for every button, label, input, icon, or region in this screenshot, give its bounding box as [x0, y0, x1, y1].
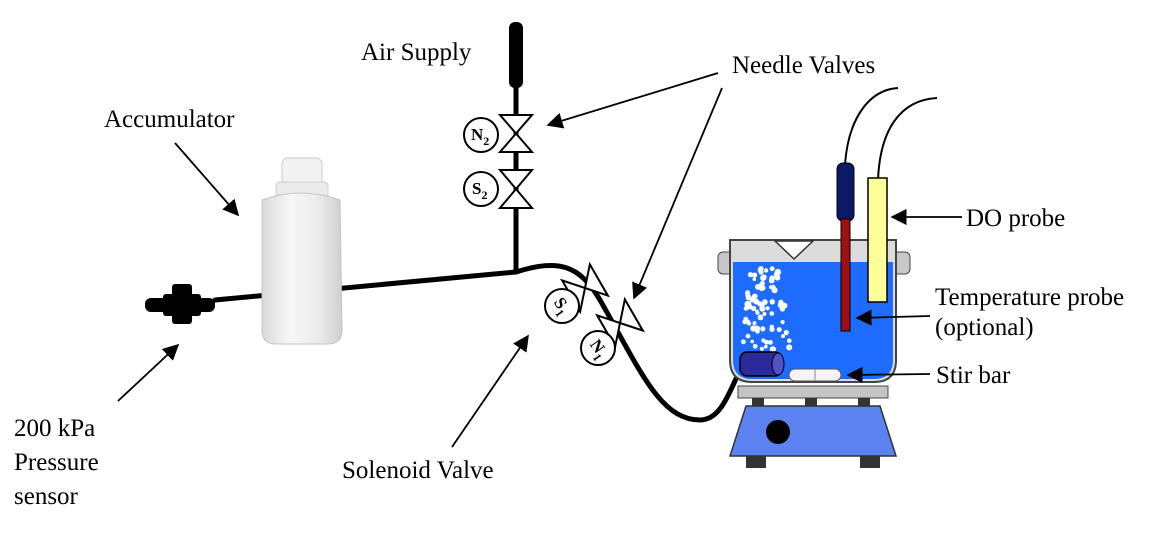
bubble — [769, 311, 775, 316]
probe-cables — [844, 87, 938, 181]
accumulator-bottle — [261, 157, 343, 345]
label-stir-bar: Stir bar — [936, 362, 1011, 389]
bubble — [747, 321, 752, 326]
pressure-sensor — [145, 284, 215, 324]
bubble — [763, 268, 769, 273]
arrow-temperature — [855, 309, 931, 326]
label-do-probe: DO probe — [966, 205, 1065, 232]
bubble — [769, 299, 775, 305]
stirrer-knob — [766, 420, 790, 444]
bubble — [781, 334, 785, 339]
bubble — [752, 277, 757, 282]
s1-label: S1 — [544, 288, 580, 324]
air-bubbles — [741, 266, 793, 353]
temperature-probe — [836, 162, 855, 332]
label-air-supply: Air Supply — [361, 39, 472, 66]
label-pressure-line1: 200 kPa — [14, 415, 95, 442]
bubble — [778, 299, 784, 305]
bubble — [768, 340, 773, 345]
bubble — [774, 275, 781, 281]
bubble — [772, 347, 777, 352]
bubble — [752, 293, 758, 300]
svg-text:N2: N2 — [471, 125, 489, 148]
bubble — [765, 306, 770, 311]
needle-valve-n2: N2 — [463, 114, 535, 153]
bubble — [780, 320, 785, 325]
bubble — [787, 338, 792, 344]
arrows — [117, 72, 962, 448]
bubble — [762, 312, 767, 316]
do-probe — [867, 177, 888, 303]
label-accumulator: Accumulator — [104, 106, 235, 133]
arrow-pressure-sensor — [117, 343, 180, 402]
bubble — [769, 324, 774, 329]
bubble — [758, 266, 764, 272]
arrow-stir-bar — [846, 366, 931, 383]
label-needle-valves: Needle Valves — [732, 52, 875, 79]
arrow-needle-n2 — [546, 72, 719, 129]
bubble — [757, 314, 764, 321]
bubble — [762, 299, 768, 305]
bubble — [745, 293, 750, 297]
label-pressure-line3: sensor — [14, 483, 79, 510]
bubble — [758, 269, 764, 275]
bubble — [750, 339, 754, 344]
bubble — [752, 321, 757, 326]
arrow-accumulator — [174, 142, 240, 217]
bubble — [761, 274, 767, 280]
bubble — [759, 284, 763, 289]
bubble — [753, 325, 761, 332]
line-to-beaker — [513, 263, 748, 423]
bubble — [764, 339, 769, 345]
bubble — [759, 346, 765, 351]
bubble — [743, 316, 749, 322]
bubble — [783, 330, 789, 336]
bubble — [745, 333, 751, 339]
bubble — [750, 305, 757, 312]
label-pressure-line2: Pressure — [14, 449, 99, 476]
bubble — [771, 284, 776, 290]
stir-bar — [788, 368, 842, 382]
arrow-needle-n1 — [632, 87, 723, 300]
label-solenoid-valve: Solenoid Valve — [342, 457, 494, 484]
svg-text:S2: S2 — [472, 179, 487, 202]
bubble — [752, 343, 758, 349]
air-diffuser — [739, 351, 785, 377]
air-supply-nozzle — [509, 22, 523, 88]
bubble — [741, 339, 746, 345]
bubble — [786, 344, 793, 351]
label-temperature-probe: Temperature probe — [935, 284, 1124, 311]
n1-label: N1 — [580, 330, 616, 366]
main-line — [212, 269, 519, 303]
arrow-solenoid — [451, 334, 529, 448]
bubble — [755, 309, 759, 314]
bubble — [757, 301, 763, 307]
water-level-marker — [773, 240, 815, 261]
magnetic-stirrer — [728, 385, 898, 468]
bubble — [764, 344, 768, 349]
bubble — [759, 305, 766, 312]
bubble — [752, 272, 758, 278]
bubble — [769, 266, 775, 272]
bubble — [776, 327, 782, 333]
solenoid-valve-s2: S2 — [463, 169, 535, 209]
label-temperature-optional: (optional) — [935, 314, 1034, 341]
bubble — [760, 326, 766, 332]
bubble — [769, 275, 776, 282]
bubble — [744, 300, 751, 308]
